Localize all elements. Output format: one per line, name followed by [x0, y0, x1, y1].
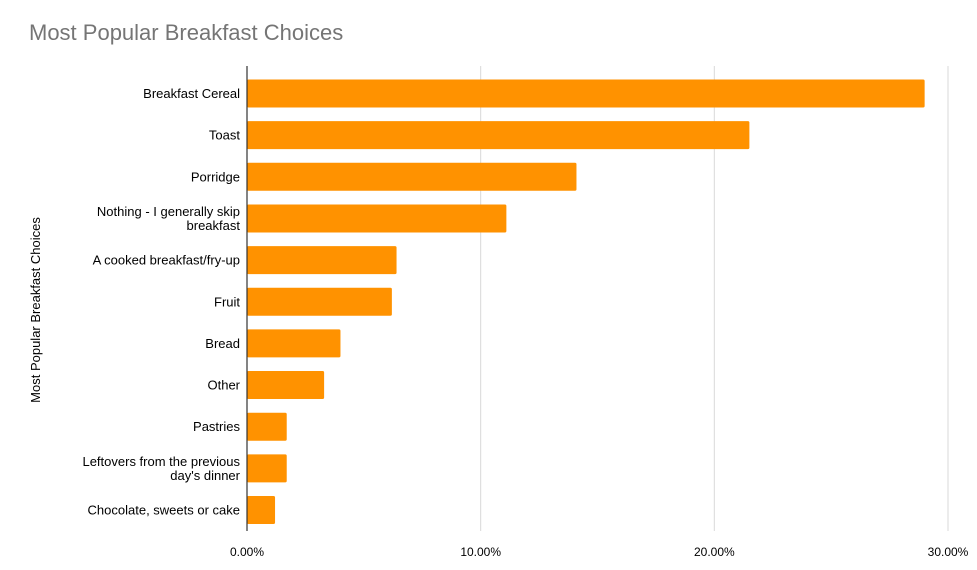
- category-label: Other: [207, 378, 240, 393]
- bar: [247, 371, 325, 400]
- category-label: Leftovers from the previous day's dinner: [82, 454, 240, 483]
- bar: [247, 287, 392, 316]
- x-tick-label: 20.00%: [694, 545, 735, 559]
- bar: [247, 329, 341, 358]
- category-label: Porridge: [191, 169, 240, 184]
- bars: [247, 79, 925, 524]
- bar: [247, 412, 287, 441]
- bar: [247, 454, 287, 483]
- category-label: Fruit: [214, 294, 240, 309]
- category-label: Chocolate, sweets or cake: [88, 503, 240, 518]
- x-tick-label: 0.00%: [230, 545, 264, 559]
- bar: [247, 79, 925, 108]
- category-label: Nothing - I generally skip breakfast: [97, 204, 240, 233]
- y-axis-title: Most Popular Breakfast Choices: [28, 217, 43, 403]
- bar: [247, 162, 577, 191]
- category-label: Pastries: [193, 419, 240, 434]
- category-label: Bread: [205, 336, 240, 351]
- category-label: Breakfast Cereal: [143, 86, 240, 101]
- bar: [247, 204, 507, 233]
- x-tick-labels: 0.00% 10.00% 20.00% 30.00%: [230, 545, 969, 559]
- bar: [247, 246, 397, 275]
- bar: [247, 121, 750, 150]
- category-label: Toast: [209, 128, 240, 143]
- bar: [247, 496, 276, 524]
- x-tick-label: 10.00%: [460, 545, 501, 559]
- x-tick-label: 30.00%: [928, 545, 969, 559]
- category-labels: Breakfast Cereal Toast Porridge Nothing - I…: [82, 86, 240, 518]
- category-label: A cooked breakfast/fry-up: [93, 253, 240, 268]
- chart-title: Most Popular Breakfast Choices: [29, 20, 344, 45]
